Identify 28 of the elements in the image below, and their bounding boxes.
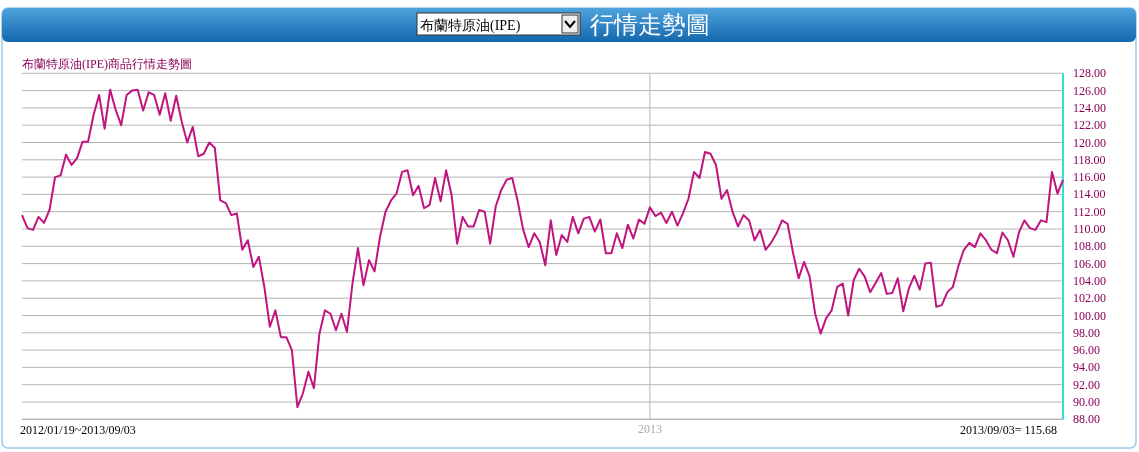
y-tick-label: 114.00 bbox=[1073, 187, 1106, 202]
y-tick-label: 108.00 bbox=[1073, 239, 1106, 254]
y-tick-label: 88.00 bbox=[1073, 412, 1100, 427]
y-tick-label: 94.00 bbox=[1073, 360, 1100, 375]
line-series bbox=[21, 88, 1064, 409]
y-tick-label: 122.00 bbox=[1073, 118, 1106, 133]
chart-title: 行情走勢圖 bbox=[590, 12, 710, 38]
y-tick-label: 102.00 bbox=[1073, 291, 1106, 306]
y-tick-label: 112.00 bbox=[1073, 204, 1106, 219]
y-tick-label: 118.00 bbox=[1073, 152, 1106, 167]
y-tick-label: 100.00 bbox=[1073, 308, 1106, 323]
y-tick-label: 90.00 bbox=[1073, 395, 1100, 409]
y-tick-label: 98.00 bbox=[1073, 325, 1100, 340]
y-tick-label: 116.00 bbox=[1073, 170, 1106, 185]
y-tick-label: 120.00 bbox=[1073, 135, 1106, 150]
chart-subtitle: 布蘭特原油(IPE)商品行情走勢圖 bbox=[22, 57, 192, 71]
y-tick-label: 106.00 bbox=[1073, 256, 1106, 271]
text: 布蘭特原油(IPE) bbox=[420, 18, 521, 34]
x-tick-label: 2013 bbox=[637, 422, 662, 437]
text: 2013/09/03= 115.68 bbox=[960, 423, 1057, 437]
y-tick-label: 124.00 bbox=[1073, 100, 1106, 115]
y-tick-label: 128.00 bbox=[1073, 66, 1106, 81]
text: 2012/01/19~2013/09/03 bbox=[20, 423, 136, 437]
y-tick-label: 126.00 bbox=[1073, 83, 1106, 98]
y-tick-label: 110.00 bbox=[1073, 222, 1106, 236]
y-tick-label: 92.00 bbox=[1073, 377, 1100, 392]
y-tick-label: 96.00 bbox=[1073, 343, 1100, 358]
y-tick-label: 104.00 bbox=[1073, 273, 1106, 288]
